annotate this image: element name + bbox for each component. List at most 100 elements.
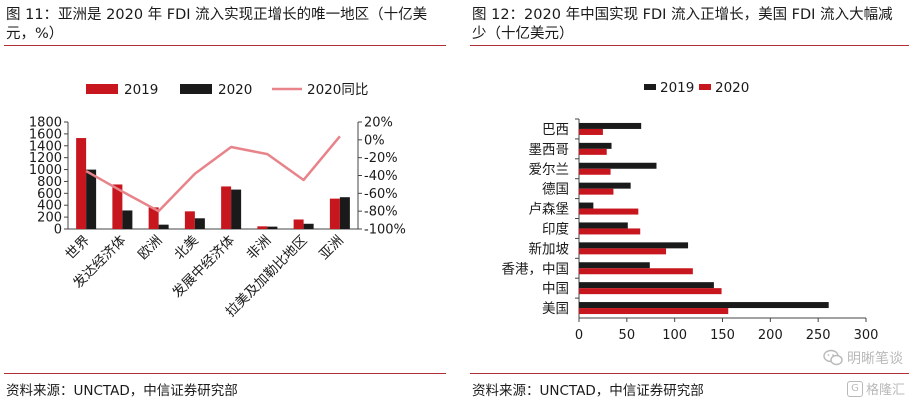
legend-swatch-2020 xyxy=(699,84,711,90)
left-bottom-rule xyxy=(4,373,446,374)
line-series-2020-yoy xyxy=(85,135,341,213)
bar-2019-4 xyxy=(221,186,232,229)
legend-label-2019: 2019 xyxy=(660,80,694,96)
y-category-label: 巴西 xyxy=(542,122,569,138)
y-category-label: 香港，中国 xyxy=(502,261,570,277)
bar-2019-1 xyxy=(112,184,123,229)
bar-2020-3 xyxy=(194,218,205,229)
bar-2019-2 xyxy=(148,207,159,229)
hbar-2020-3 xyxy=(579,188,614,195)
y-category-label: 中国 xyxy=(542,281,569,297)
left-y-tick-label: 200 xyxy=(37,211,62,226)
right-y-tick-label: -40% xyxy=(364,169,398,184)
hbar-2019-8 xyxy=(579,282,714,289)
watermark-text: 明晰笔谈 xyxy=(847,351,903,367)
x-tick-label: 200 xyxy=(758,328,783,343)
legend-label-2020: 2020 xyxy=(715,80,749,96)
right-figure: 图 12：2020 年中国实现 FDI 流入正增长，美国 FDI 流入大幅减少（… xyxy=(466,0,913,402)
bar-2020-7 xyxy=(339,197,350,229)
right-y-tick-label: -80% xyxy=(364,205,398,220)
bar-2019-5 xyxy=(257,226,268,229)
x-category-label: 亚洲 xyxy=(316,233,346,263)
bar-2020-1 xyxy=(122,210,133,229)
legend-swatch-2019 xyxy=(86,84,118,94)
hbar-2019-4 xyxy=(579,202,594,209)
bar-2019-0 xyxy=(76,138,87,229)
hbar-2020-6 xyxy=(579,248,667,255)
y-category-label: 美国 xyxy=(542,301,569,317)
y-category-label: 印度 xyxy=(542,221,569,237)
hbar-2020-2 xyxy=(579,168,611,175)
hbar-2019-2 xyxy=(579,162,657,169)
right-chart: 0 50 100 150 200 250 300 巴西墨西哥爱尔兰德国卢森堡印度新加坡香港，中… xyxy=(502,80,879,343)
hbar-2019-7 xyxy=(579,262,650,269)
x-tick-label: 50 xyxy=(619,328,636,343)
y-category-label: 墨西哥 xyxy=(529,142,570,158)
left-y-tick-label: 600 xyxy=(37,187,62,202)
y-category-label: 爱尔兰 xyxy=(529,162,570,178)
left-figure-title: 图 11：亚洲是 2020 年 FDI 流入实现正增长的唯一地区（十亿美元，%） xyxy=(6,7,428,42)
x-tick-label: 150 xyxy=(710,328,735,343)
hbar-2019-1 xyxy=(579,142,612,149)
bar-2020-5 xyxy=(267,226,278,229)
bar-2020-2 xyxy=(158,224,169,229)
left-source-note: 资料来源：UNCTAD，中信证券研究部 xyxy=(6,383,238,399)
left-y-tick-label: 1000 xyxy=(29,163,62,178)
x-category-label: 世界 xyxy=(63,233,93,263)
left-y-tick-label: 400 xyxy=(37,199,62,214)
bar-2019-6 xyxy=(293,219,304,229)
legend-label-yoy: 2020同比 xyxy=(307,82,368,98)
y-category-label: 新加坡 xyxy=(529,241,570,257)
hbar-2020-7 xyxy=(579,268,693,275)
hbar-2020-5 xyxy=(579,228,641,235)
right-y-tick-label: -100% xyxy=(364,223,406,238)
left-y-tick-label: 1400 xyxy=(29,139,62,154)
bar-2020-4 xyxy=(231,189,242,229)
watermark: 明晰笔谈 xyxy=(823,348,903,368)
hbar-2019-5 xyxy=(579,222,628,229)
left-figure: 图 11：亚洲是 2020 年 FDI 流入实现正增长的唯一地区（十亿美元，%）… xyxy=(0,0,450,402)
hbar-2019-3 xyxy=(579,182,631,189)
bar-2019-3 xyxy=(184,211,195,229)
hbar-2020-0 xyxy=(579,128,603,135)
y-category-label: 卢森堡 xyxy=(529,202,570,218)
bar-2020-0 xyxy=(86,169,97,229)
watermark-logo: G 格隆汇 xyxy=(846,379,905,398)
right-figure-title: 图 12：2020 年中国实现 FDI 流入正增长，美国 FDI 流入大幅减少（… xyxy=(472,7,893,42)
left-y-tick-label: 0 xyxy=(54,223,62,238)
x-category-label: 北美 xyxy=(171,233,201,263)
right-bottom-rule xyxy=(470,373,909,374)
right-y-tick-label: 0% xyxy=(364,133,385,148)
legend-swatch-2020 xyxy=(180,84,212,94)
legend-label-2019: 2019 xyxy=(124,82,158,98)
right-y-tick-label: -60% xyxy=(364,187,398,202)
hbar-2019-6 xyxy=(579,242,689,249)
left-y-tick-label: 1800 xyxy=(29,116,62,131)
logo-icon: G xyxy=(846,380,863,397)
left-y-tick-label: 1600 xyxy=(29,127,62,142)
left-top-rule xyxy=(4,45,446,46)
wechat-icon xyxy=(823,349,843,366)
x-category-label: 欧洲 xyxy=(135,233,165,263)
x-tick-label: 300 xyxy=(854,328,879,343)
hbar-2020-4 xyxy=(579,208,639,215)
hbar-2020-1 xyxy=(579,148,607,155)
left-y-tick-label: 1200 xyxy=(29,151,62,166)
x-tick-label: 0 xyxy=(575,328,583,343)
hbar-2019-0 xyxy=(579,122,642,129)
legend-swatch-2019 xyxy=(644,84,656,90)
x-tick-label: 100 xyxy=(662,328,687,343)
y-category-label: 德国 xyxy=(542,182,569,198)
right-y-tick-label: -20% xyxy=(364,151,398,166)
logo-text: 格隆汇 xyxy=(865,383,905,398)
right-y-tick-label: 20% xyxy=(364,116,393,131)
right-top-rule xyxy=(470,45,909,46)
legend-label-2020: 2020 xyxy=(218,82,252,98)
hbar-2020-8 xyxy=(579,288,722,295)
hbar-2020-9 xyxy=(579,308,729,315)
right-source-note: 资料来源：UNCTAD，中信证券研究部 xyxy=(472,383,704,399)
hbar-2019-9 xyxy=(579,302,829,309)
x-tick-label: 250 xyxy=(806,328,831,343)
left-y-tick-label: 800 xyxy=(37,175,62,190)
